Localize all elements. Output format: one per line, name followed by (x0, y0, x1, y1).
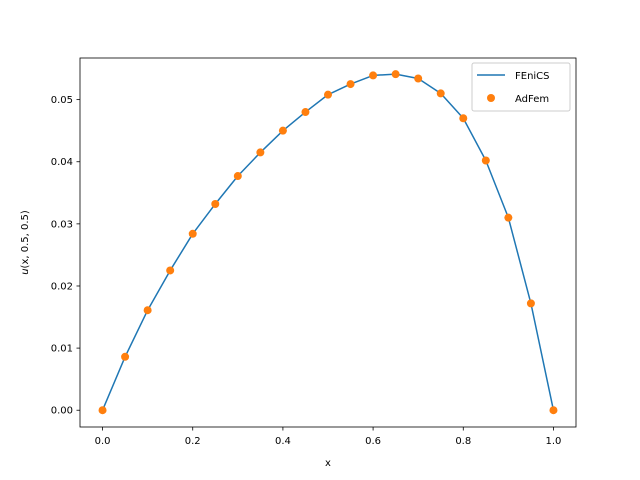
y-tick-label: 0.01 (51, 344, 73, 355)
y-axis-ticks: 0.00 0.01 0.02 0.03 0.04 0.05 (51, 95, 80, 417)
x-tick-label: 0.2 (185, 436, 201, 447)
series-point-adfem (391, 70, 400, 79)
x-tick-label: 0.8 (455, 436, 471, 447)
y-axis-label: u(x, 0.5, 0.5) (20, 210, 31, 275)
y-tick-label: 0.04 (51, 157, 73, 168)
series-point-adfem (414, 74, 423, 83)
series-point-adfem (324, 90, 332, 99)
series-point-adfem (346, 80, 355, 89)
series-point-adfem (143, 306, 152, 315)
series-point-adfem (233, 172, 242, 181)
series-point-adfem (459, 114, 468, 123)
series-point-adfem (504, 213, 513, 222)
series-point-adfem (166, 266, 175, 275)
series-point-adfem (549, 406, 558, 415)
series-point-adfem (369, 71, 378, 80)
axes-frame (79, 57, 577, 428)
series-point-adfem (526, 299, 535, 308)
series-point-adfem (121, 352, 130, 361)
series-point-adfem (301, 108, 310, 117)
x-tick-label: 1.0 (546, 436, 562, 447)
x-axis-label: x (325, 458, 331, 469)
legend-fenics-label: FEniCS (515, 71, 550, 82)
series-point-adfem (211, 199, 220, 208)
legend-adfem-swatch (487, 94, 495, 102)
y-tick-label: 0.00 (51, 406, 73, 417)
series-point-adfem (98, 406, 107, 415)
x-tick-label: 0.4 (275, 436, 291, 447)
series-point-adfem (481, 156, 490, 165)
y-tick-label: 0.03 (51, 219, 73, 230)
legend: FEniCS AdFem (471, 62, 571, 112)
x-tick-label: 0.0 (95, 436, 111, 447)
plot-area (98, 70, 558, 415)
y-tick-label: 0.02 (51, 281, 73, 292)
y-tick-label: 0.05 (51, 95, 73, 106)
series-point-adfem (188, 229, 197, 238)
series-point-adfem (436, 89, 445, 98)
series-point-adfem (256, 148, 265, 157)
x-tick-label: 0.6 (365, 436, 381, 447)
x-axis-ticks: 0.0 0.2 0.4 0.6 0.8 1.0 (95, 427, 562, 447)
legend-adfem-label: AdFem (515, 94, 549, 105)
series-point-adfem (278, 126, 287, 135)
